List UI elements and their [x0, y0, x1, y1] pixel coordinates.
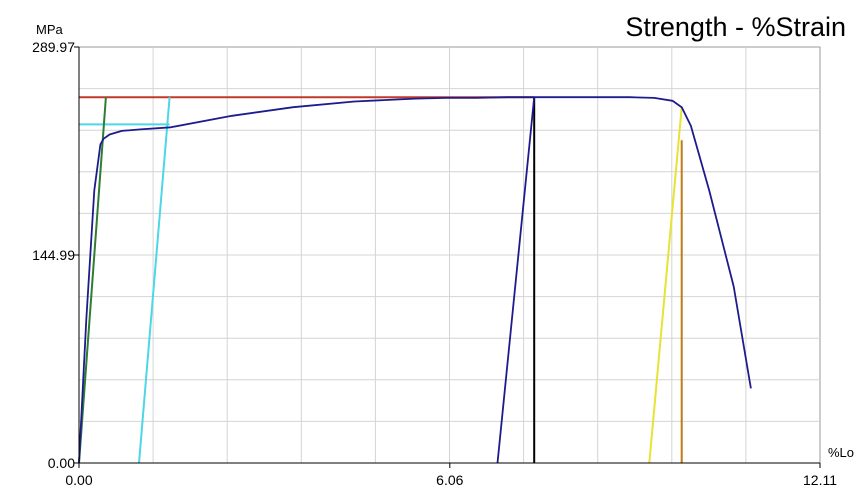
data-series-line-2 [496, 97, 536, 464]
chart-title: Strength - %Strain [625, 12, 846, 42]
x-tick-label: 6.06 [436, 472, 463, 488]
grid-lines [79, 47, 820, 463]
x-tick-label: 0.00 [65, 472, 92, 488]
data-series [78, 96, 752, 464]
y-axis-unit-label: MPa [36, 22, 63, 37]
x-axis-unit-label: %Lo [828, 445, 855, 460]
data-series-line-1 [78, 96, 752, 464]
y-tick-label: 289.97 [32, 39, 75, 55]
reference-line-6 [648, 107, 683, 464]
reference-line-3 [138, 97, 171, 464]
y-tick-label: 144.99 [32, 247, 75, 263]
y-axis-ticks: 0.00 144.99 289.97 [32, 39, 79, 471]
x-axis-ticks: 0.00 6.06 12.11 [65, 463, 837, 488]
x-tick-label: 12.11 [803, 472, 837, 488]
y-tick-label: 0.00 [48, 455, 75, 471]
reference-line-4 [78, 97, 107, 464]
